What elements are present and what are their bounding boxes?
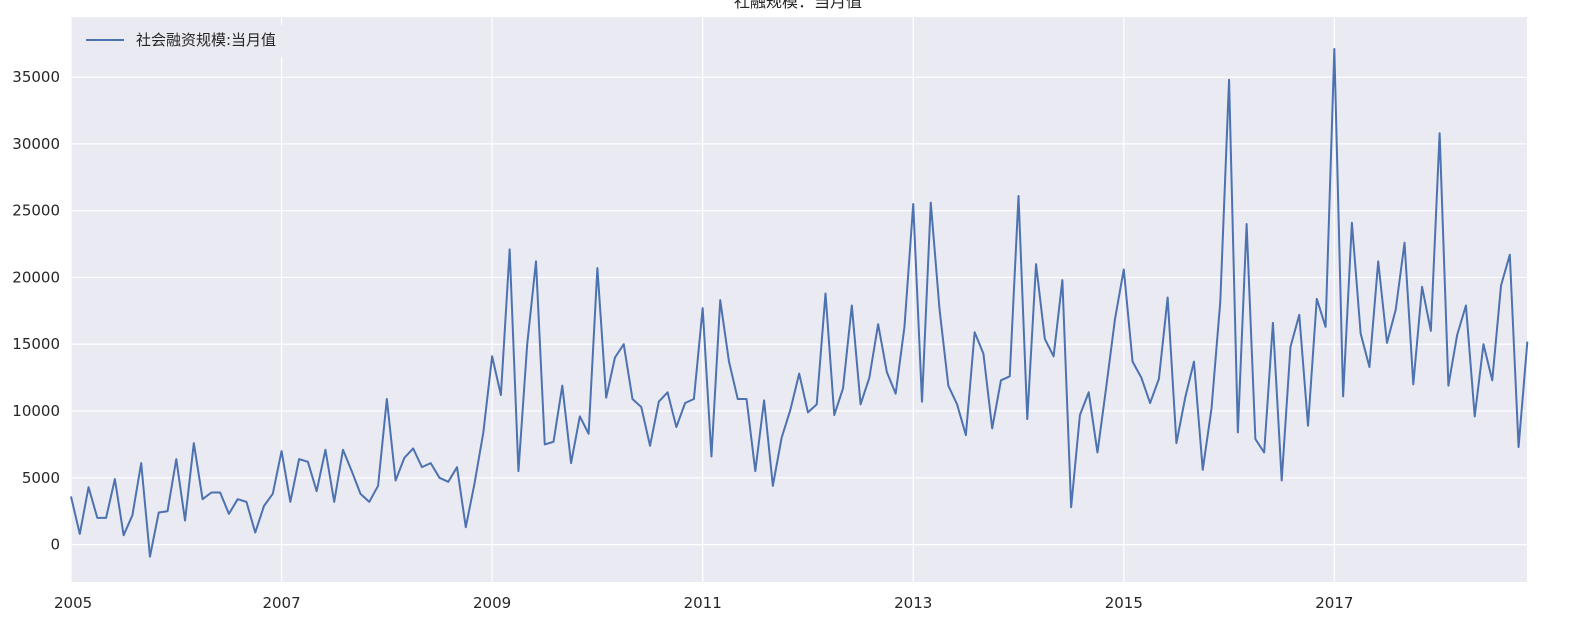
legend: 社会融资规模:当月值 [78,25,308,57]
x-tick-label: 2009 [473,594,511,612]
x-tick-label: 2015 [1105,594,1143,612]
x-tick-label: 2007 [262,594,300,612]
legend-label: 社会融资规模:当月值 [136,31,276,49]
y-tick-label: 20000 [12,268,60,286]
y-tick-label: 30000 [12,135,60,153]
x-tick-label: 2013 [894,594,932,612]
y-tick-label: 0 [50,536,60,554]
series-line [70,48,1529,558]
y-tick-label: 15000 [12,335,60,353]
axis-ticks: 0 5000 10000 15000 20000 25000 30000 35000 2005 2… [12,68,1353,612]
series-layer [70,48,1529,558]
x-tick-label: 2011 [684,594,722,612]
y-tick-label: 25000 [12,202,60,220]
x-tick-label: 2005 [54,594,92,612]
y-tick-label: 10000 [12,402,60,420]
plot-area [71,17,1527,582]
y-tick-label: 5000 [22,469,60,487]
chart-title: 社融规模：当月值 [734,0,862,11]
y-tick-label: 35000 [12,68,60,86]
grid [70,17,1527,582]
x-tick-label: 2017 [1315,594,1353,612]
